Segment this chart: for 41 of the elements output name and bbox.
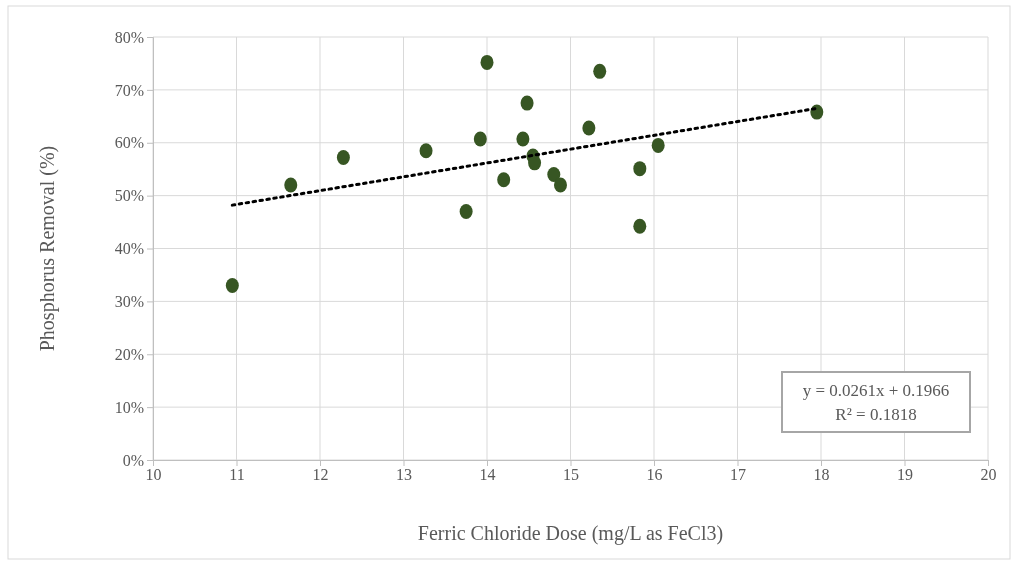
y-tick-label: 50%: [114, 187, 144, 205]
y-tick-label: 40%: [114, 240, 144, 258]
point: [553, 177, 567, 193]
x-tick-label: 11: [229, 466, 245, 484]
y-tick-label: 80%: [114, 28, 144, 46]
x-tick-label: 17: [730, 466, 746, 484]
x-tick-label: 14: [479, 466, 496, 484]
x-tick-label: 12: [312, 466, 329, 484]
y-tick-label: 70%: [114, 81, 144, 99]
y-tick-label: 30%: [114, 292, 144, 310]
point: [473, 131, 487, 147]
point: [284, 177, 298, 193]
point: [633, 161, 647, 177]
x-axis-title: Ferric Chloride Dose (mg/L as FeCl3): [417, 522, 724, 545]
x-tick-label: 16: [646, 466, 663, 484]
point: [419, 143, 433, 159]
point: [633, 218, 647, 234]
x-tick-label: 18: [813, 466, 830, 484]
x-tick-label: 13: [396, 466, 412, 484]
x-tick-label: 15: [563, 466, 579, 484]
point: [520, 95, 534, 111]
annotation: y = 0.0261x + 0.1966 R² = 0.1818: [802, 381, 950, 424]
point: [459, 203, 473, 219]
point: [651, 137, 665, 153]
x-tick-label: 19: [897, 466, 913, 484]
y-tick-label: 0%: [122, 451, 144, 469]
point: [582, 120, 596, 136]
x-tick-label: 10: [145, 466, 162, 484]
point: [336, 150, 350, 166]
point: [516, 131, 530, 147]
x-tick-label: 20: [980, 466, 997, 484]
y-tick-label: 20%: [114, 345, 144, 363]
point: [225, 278, 239, 294]
y-axis-title: Phosphorus Removal (%): [36, 145, 59, 352]
y-tick-label: 10%: [114, 398, 144, 416]
point: [497, 172, 511, 188]
y-tick-label: 60%: [114, 134, 144, 152]
point: [547, 166, 561, 182]
point: [480, 54, 494, 70]
point: [528, 155, 542, 171]
point: [593, 63, 607, 79]
